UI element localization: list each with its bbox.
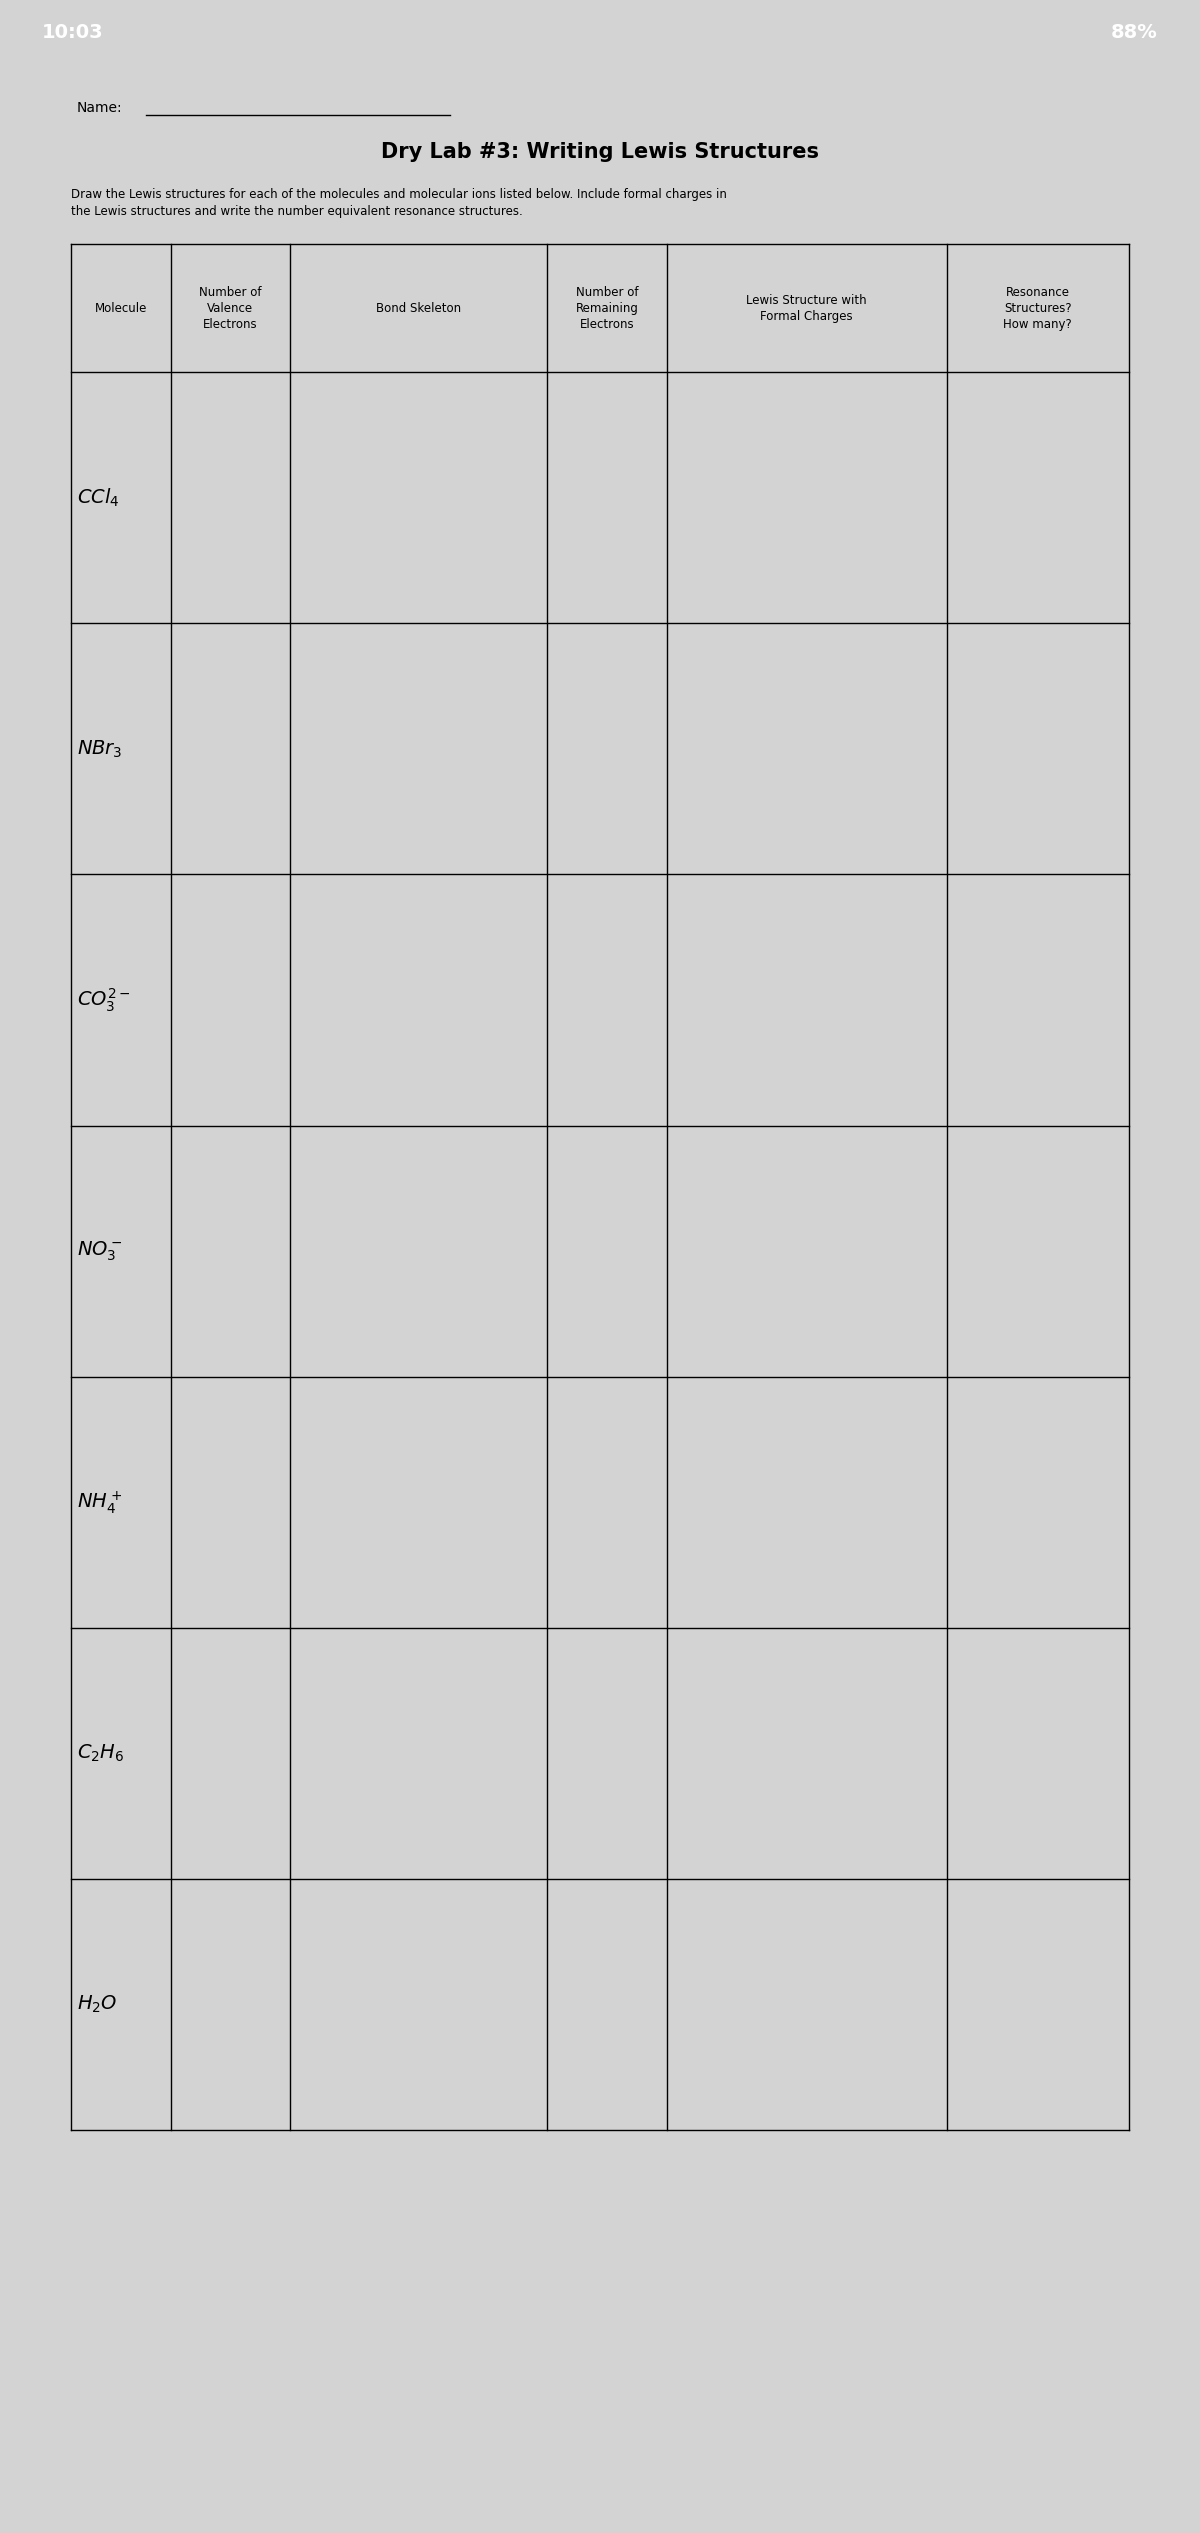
Text: 10:03: 10:03 [42,23,103,43]
Text: Resonance
Structures?
How many?: Resonance Structures? How many? [1003,286,1072,332]
Text: Draw the Lewis structures for each of the molecules and molecular ions listed be: Draw the Lewis structures for each of th… [71,187,727,218]
Text: Dry Lab #3: Writing Lewis Structures: Dry Lab #3: Writing Lewis Structures [382,142,818,162]
Text: Number of
Valence
Electrons: Number of Valence Electrons [199,286,262,332]
Text: 88%: 88% [1111,23,1158,43]
Text: Number of
Remaining
Electrons: Number of Remaining Electrons [576,286,638,332]
Text: Lewis Structure with
Formal Charges: Lewis Structure with Formal Charges [746,294,868,322]
Text: Bond Skeleton: Bond Skeleton [376,301,461,314]
Text: $CO_3^{2-}$: $CO_3^{2-}$ [77,985,131,1013]
Text: Name:: Name: [77,101,122,117]
Text: $CCl_4$: $CCl_4$ [77,486,119,509]
Text: $NH_4^+$: $NH_4^+$ [77,1489,122,1515]
Text: $H_2O$: $H_2O$ [77,1993,118,2016]
Text: $NBr_3$: $NBr_3$ [77,737,122,760]
Text: Molecule: Molecule [95,301,148,314]
Text: $NO_3^-$: $NO_3^-$ [77,1239,122,1264]
Text: $C_2H_6$: $C_2H_6$ [77,1743,124,1763]
